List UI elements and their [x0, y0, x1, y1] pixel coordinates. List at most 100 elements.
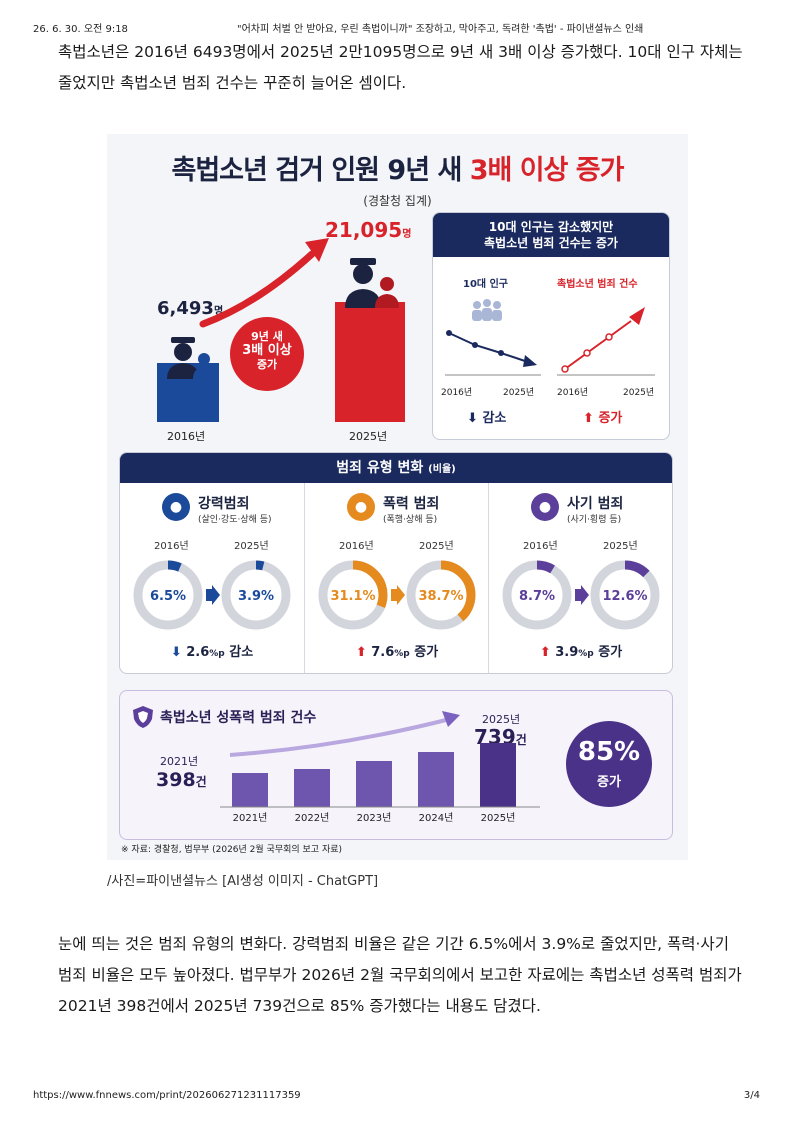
donut-segment [133, 560, 203, 630]
donut-segment [318, 560, 388, 630]
crime-types-header: 범죄 유형 변화 (비율) [120, 453, 672, 483]
crime-type-name: 강력범죄 [198, 496, 250, 512]
crime-start-year: 2016년 [557, 388, 589, 398]
image-caption: /사진=파이낸셜뉴스 [AI생성 이미지 - ChatGPT] [107, 874, 379, 889]
sexcrime-year-label: 2021년 [232, 813, 268, 824]
crime-type-card: ● 폭력 범죄 (폭행·상해 등) 2016년 2025년 ⬆ 7.6%p 증가 31.1%… [304, 483, 489, 673]
arrow-right-icon [575, 585, 589, 605]
sexcrime-year-label: 2023년 [356, 813, 392, 824]
trend-panel-header: 10대 인구는 감소했지만 촉법소년 범죄 건수는 증가 [433, 213, 669, 257]
crime-type-change: ⬆ 3.9%p 증가 [539, 645, 623, 660]
officer-2016-icon [167, 337, 215, 379]
infographic-title: 촉법소년 검거 인원 9년 새 3배 이상 증가 [171, 155, 625, 186]
sexcrime-bar [418, 752, 454, 807]
growth-badge-text: 9년 새 3배 이상 증가 [242, 330, 292, 371]
crime-type-card: ● 강력범죄 (살인·강도·상해 등) 2016년 2025년 ⬇ 2.6%p 감소 6.5… [120, 483, 304, 673]
bar-2025 [335, 302, 405, 422]
crime-type-sub: (사기·횡령 등) [567, 515, 622, 525]
growth-arrow [199, 250, 316, 328]
crime-result: ⬆ 증가 [583, 411, 623, 426]
footer-url: https://www.fnnews.com/print/20260627123… [33, 1090, 301, 1101]
donut-value-label: 8.7% [519, 589, 555, 604]
sexcrime-2025-year: 2025년 [482, 713, 521, 726]
crime-end-year: 2025년 [623, 388, 655, 398]
crime-type-year-2: 2025년 [603, 541, 638, 552]
growth-badge [230, 317, 304, 391]
sexcrime-trend-arrow [229, 717, 451, 757]
crime-type-card: ● 사기 범죄 (사기·횡령 등) 2016년 2025년 ⬆ 3.9%p 증가 8.7% 1… [488, 483, 672, 673]
donut-value-label: 12.6% [602, 589, 647, 604]
crime-type-name: 사기 범죄 [567, 496, 624, 512]
up-arrow-icon: ⬆ [583, 411, 594, 426]
arrest-bar-chart [157, 238, 405, 422]
crime-type-year-1: 2016년 [523, 541, 558, 552]
pop-end-year: 2025년 [503, 388, 535, 398]
sexcrime-year-axis: 2021년 2022년 2023년 2024년 2025년 [120, 809, 550, 825]
crime-type-year-1: 2016년 [339, 541, 374, 552]
donut-value-label: 31.1% [330, 589, 375, 604]
print-page-title: "어차피 처벌 안 받아요, 우린 촉법이니까" 조장하고, 막아주고, 독려한… [237, 24, 644, 35]
crime-types-row: ● 강력범죄 (살인·강도·상해 등) 2016년 2025년 ⬇ 2.6%p 감소 6.5… [120, 483, 672, 673]
article-paragraph: 촉법소년은 2016년 6493명에서 2025년 2만1095명으로 9년 새… [58, 43, 743, 92]
arrow-right-icon [206, 585, 220, 605]
donut-value-label: 6.5% [150, 589, 186, 604]
sexcrime-percent-circle [566, 721, 652, 807]
crime-type-donuts: 8.7% 12.6% [502, 560, 660, 630]
officer-2025-icon [345, 258, 399, 308]
arrow-right-icon [391, 585, 405, 605]
down-arrow-icon: ⬇ [170, 645, 187, 660]
sexcrime-percent-word: 증가 [597, 775, 621, 790]
shield-icon [133, 706, 153, 728]
crime-type-donuts: 31.1% 38.7% [318, 560, 476, 630]
crime-type-sub: (폭행·상해 등) [383, 515, 438, 525]
crime-types-panel: 범죄 유형 변화 (비율) ● 강력범죄 (살인·강도·상해 등) 2016년 2025… [119, 452, 673, 674]
up-arrow-icon: ⬆ [539, 645, 556, 660]
sexcrime-bar [480, 743, 516, 807]
donut-value-label: 3.9% [238, 589, 274, 604]
people-icon [472, 299, 502, 321]
bar-2025-year: 2025년 [349, 430, 388, 443]
sexcrime-percent: 85% [577, 737, 641, 767]
pop-start-year: 2016년 [441, 388, 473, 398]
infographic-subtitle: (경찰청 집계) [363, 194, 432, 208]
crime-type-donuts: 6.5% 3.9% [133, 560, 291, 630]
bar-2016-year: 2016년 [167, 430, 206, 443]
sexcrime-2021-value: 398건 [156, 769, 207, 791]
crime-type-year-2: 2025년 [234, 541, 269, 552]
bar-2025-value-label: 21,095명 [325, 218, 412, 242]
crime-type-icon: ● [162, 493, 190, 521]
sexcrime-panel: 촉법소년 성폭력 범죄 건수 2021년 398건 2025년 739건 202… [119, 690, 673, 840]
pop-result: ⬇ 감소 [467, 411, 507, 426]
crime-type-name: 폭력 범죄 [383, 496, 440, 512]
donut-value-label: 38.7% [418, 589, 463, 604]
sexcrime-2021-year: 2021년 [160, 755, 199, 768]
crime-type-icon: ● [531, 493, 559, 521]
down-arrow-icon: ⬇ [467, 411, 478, 426]
crime-type-year-2: 2025년 [419, 541, 454, 552]
trend-panel: 10대 인구는 감소했지만 촉법소년 범죄 건수는 증가 10대 인구 촉법소년… [432, 212, 670, 440]
crime-type-sub: (살인·강도·상해 등) [198, 515, 272, 525]
crime-type-year-1: 2016년 [154, 541, 189, 552]
crime-count-label: 촉법소년 범죄 건수 [557, 279, 638, 290]
trend-mini-charts [445, 299, 655, 376]
footer-page-number: 3/4 [743, 1090, 760, 1101]
infographic-source: ※ 자료: 경찰청, 법무부 (2026년 2월 국무회의 보고 자료) [121, 845, 343, 855]
sexcrime-year-label: 2025년 [480, 813, 516, 824]
print-datetime: 26. 6. 30. 오전 9:18 [33, 24, 128, 35]
sexcrime-bar-chart [220, 711, 540, 808]
sexcrime-bar [232, 773, 268, 807]
up-arrow-icon: ⬆ [355, 645, 372, 660]
sexcrime-title: 촉법소년 성폭력 범죄 건수 [160, 710, 317, 726]
population-label: 10대 인구 [463, 279, 508, 290]
donut-segment [590, 560, 660, 630]
sexcrime-year-label: 2022년 [294, 813, 330, 824]
article-paragraph: 눈에 띄는 것은 범죄 유형의 변화다. 강력범죄 비율은 같은 기간 6.5%… [58, 935, 742, 1015]
donut-segment [406, 560, 476, 630]
infographic-image: 촉법소년 검거 인원 9년 새 3배 이상 증가 (경찰청 집계) 6,493명… [107, 134, 688, 860]
donut-segment [221, 560, 291, 630]
bar-2016-value-label: 6,493명 [157, 298, 224, 319]
growth-arrowhead [305, 238, 329, 262]
crime-type-change: ⬆ 7.6%p 증가 [355, 645, 439, 660]
sexcrime-year-label: 2024년 [418, 813, 454, 824]
sexcrime-bar [294, 769, 330, 807]
